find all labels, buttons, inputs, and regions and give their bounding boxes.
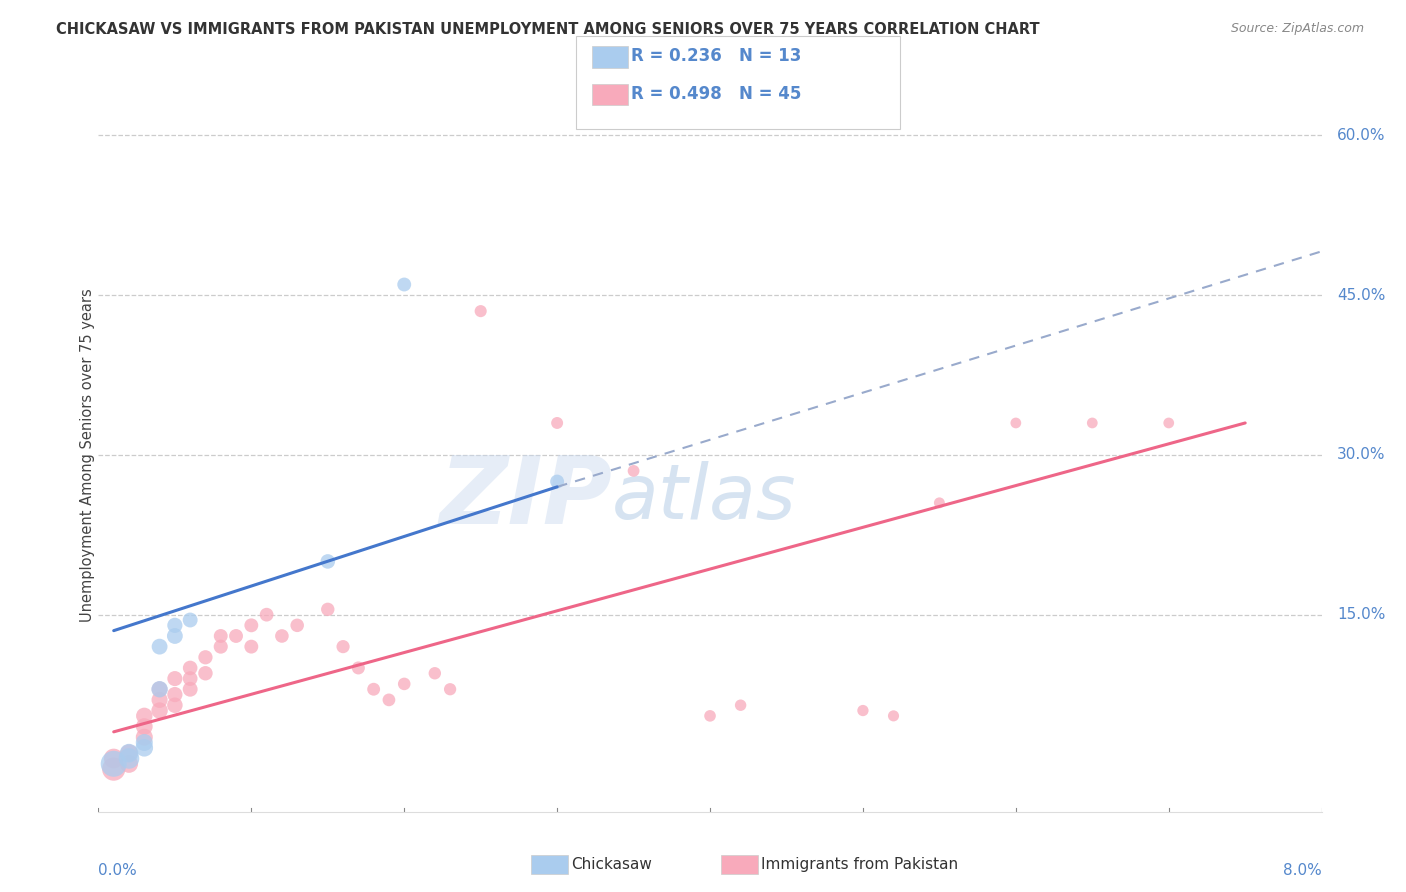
Point <box>546 475 568 489</box>
Point <box>1081 416 1104 430</box>
Point <box>163 672 186 686</box>
Point <box>225 629 247 643</box>
Point <box>149 682 172 697</box>
Point <box>852 704 875 718</box>
Point <box>883 709 905 723</box>
Point <box>134 709 156 723</box>
Point <box>134 730 156 744</box>
Text: Chickasaw: Chickasaw <box>571 857 652 871</box>
Text: R = 0.236   N = 13: R = 0.236 N = 13 <box>631 47 801 65</box>
Point <box>179 672 201 686</box>
Text: Source: ZipAtlas.com: Source: ZipAtlas.com <box>1230 22 1364 36</box>
Point <box>423 666 446 681</box>
Text: 8.0%: 8.0% <box>1282 863 1322 878</box>
Text: 45.0%: 45.0% <box>1337 287 1385 302</box>
Text: atlas: atlas <box>612 461 797 534</box>
Point <box>134 719 156 733</box>
Point <box>134 740 156 755</box>
Point <box>439 682 461 697</box>
Point <box>378 693 401 707</box>
Point <box>163 688 186 702</box>
Point <box>347 661 370 675</box>
Point <box>546 416 568 430</box>
Point <box>149 704 172 718</box>
Point <box>194 650 217 665</box>
Point <box>392 277 416 292</box>
Point <box>316 602 339 616</box>
Point <box>134 735 156 749</box>
Point <box>1157 416 1180 430</box>
Point <box>730 698 752 713</box>
Point <box>392 677 416 691</box>
Point <box>256 607 278 622</box>
Text: 30.0%: 30.0% <box>1337 448 1385 462</box>
Point <box>163 698 186 713</box>
Point <box>928 496 950 510</box>
Text: 15.0%: 15.0% <box>1337 607 1385 623</box>
Point <box>179 682 201 697</box>
Point <box>149 693 172 707</box>
Text: R = 0.498   N = 45: R = 0.498 N = 45 <box>631 85 801 103</box>
Text: 0.0%: 0.0% <box>98 863 138 878</box>
Point <box>209 629 232 643</box>
Point <box>240 618 263 632</box>
Point <box>179 661 201 675</box>
Point <box>118 746 141 760</box>
Point <box>103 762 125 776</box>
Point <box>149 640 172 654</box>
Point <box>118 756 141 771</box>
Point <box>332 640 354 654</box>
Point <box>149 682 172 697</box>
Point <box>163 629 186 643</box>
Point <box>316 554 339 568</box>
Point <box>209 640 232 654</box>
Text: Immigrants from Pakistan: Immigrants from Pakistan <box>761 857 957 871</box>
Point <box>699 709 721 723</box>
Point <box>240 640 263 654</box>
Point <box>118 751 141 765</box>
Point <box>118 746 141 760</box>
Point <box>470 304 492 318</box>
Point <box>179 613 201 627</box>
Point <box>1004 416 1026 430</box>
Point <box>623 464 645 478</box>
Point <box>363 682 385 697</box>
Point <box>285 618 308 632</box>
Y-axis label: Unemployment Among Seniors over 75 years: Unemployment Among Seniors over 75 years <box>80 288 94 622</box>
Text: ZIP: ZIP <box>439 451 612 544</box>
Point <box>270 629 294 643</box>
Point <box>103 751 125 765</box>
Point <box>163 618 186 632</box>
Point <box>103 756 125 771</box>
Text: 60.0%: 60.0% <box>1337 128 1385 143</box>
Point <box>194 666 217 681</box>
Text: CHICKASAW VS IMMIGRANTS FROM PAKISTAN UNEMPLOYMENT AMONG SENIORS OVER 75 YEARS C: CHICKASAW VS IMMIGRANTS FROM PAKISTAN UN… <box>56 22 1040 37</box>
